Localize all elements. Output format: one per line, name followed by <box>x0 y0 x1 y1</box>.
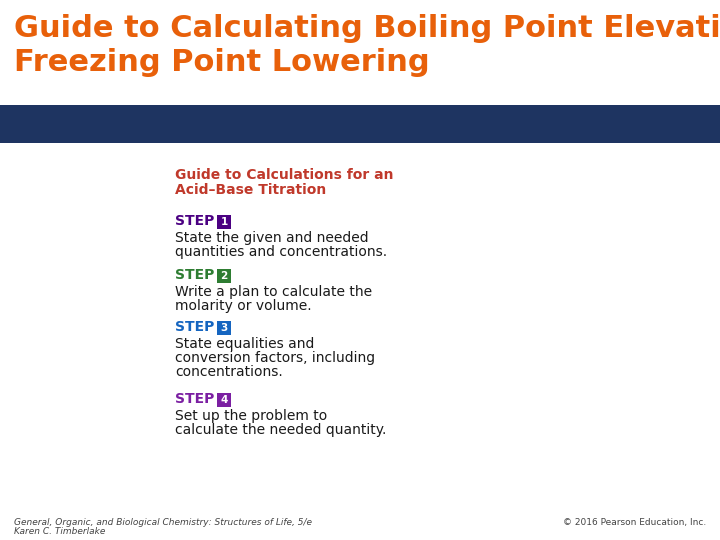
Text: 3: 3 <box>220 323 228 333</box>
Text: calculate the needed quantity.: calculate the needed quantity. <box>175 423 387 437</box>
Text: STEP: STEP <box>175 214 215 228</box>
Text: Acid–Base Titration: Acid–Base Titration <box>175 183 326 197</box>
Text: STEP: STEP <box>175 268 215 282</box>
Text: Set up the problem to: Set up the problem to <box>175 409 328 423</box>
Text: 4: 4 <box>220 395 228 405</box>
Text: General, Organic, and Biological Chemistry: Structures of Life, 5/e: General, Organic, and Biological Chemist… <box>14 518 312 527</box>
Text: © 2016 Pearson Education, Inc.: © 2016 Pearson Education, Inc. <box>563 518 706 527</box>
FancyBboxPatch shape <box>217 215 231 229</box>
Text: concentrations.: concentrations. <box>175 365 283 379</box>
Text: Freezing Point Lowering: Freezing Point Lowering <box>14 48 430 77</box>
Text: Write a plan to calculate the: Write a plan to calculate the <box>175 285 372 299</box>
Text: Guide to Calculations for an: Guide to Calculations for an <box>175 168 394 182</box>
Text: molarity or volume.: molarity or volume. <box>175 299 312 313</box>
Text: STEP: STEP <box>175 392 215 406</box>
FancyBboxPatch shape <box>217 393 231 407</box>
Text: 1: 1 <box>220 217 228 227</box>
Bar <box>0 105 720 143</box>
Text: STEP: STEP <box>175 320 215 334</box>
Text: Karen C. Timberlake: Karen C. Timberlake <box>14 527 105 536</box>
FancyBboxPatch shape <box>217 321 231 335</box>
Text: conversion factors, including: conversion factors, including <box>175 351 375 365</box>
Text: quantities and concentrations.: quantities and concentrations. <box>175 245 387 259</box>
Text: 2: 2 <box>220 271 228 281</box>
Text: Guide to Calculating Boiling Point Elevation,: Guide to Calculating Boiling Point Eleva… <box>14 14 720 43</box>
FancyBboxPatch shape <box>217 269 231 283</box>
Text: State equalities and: State equalities and <box>175 337 315 351</box>
Text: State the given and needed: State the given and needed <box>175 231 369 245</box>
